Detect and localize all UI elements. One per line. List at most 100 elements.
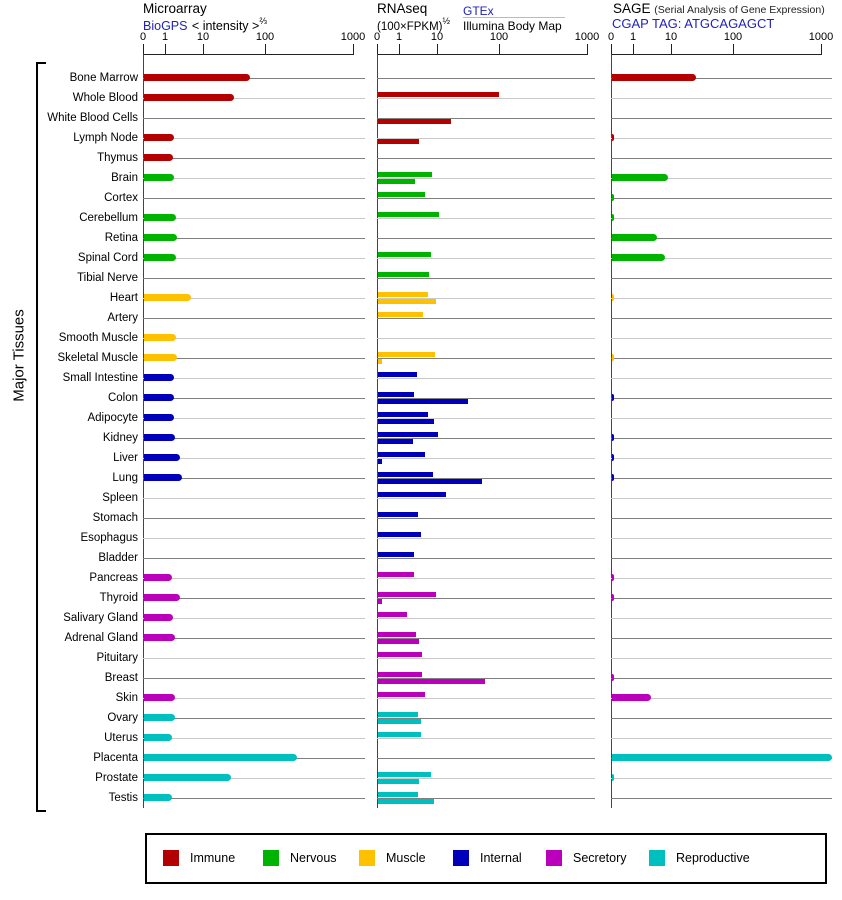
row-line xyxy=(611,438,832,439)
row-line xyxy=(143,378,365,379)
panel-left-border xyxy=(611,54,612,808)
microarray-bar xyxy=(144,474,183,481)
sage-bar xyxy=(612,574,615,581)
rnaseq-illumina-bar xyxy=(378,359,383,364)
sage-bar xyxy=(612,234,658,241)
row-line xyxy=(611,738,832,739)
rnaseq-gtex-bar xyxy=(378,312,423,317)
tissue-label: Cortex xyxy=(104,192,138,204)
microarray-bar xyxy=(144,774,231,781)
rnaseq-illumina-bar xyxy=(378,799,434,804)
row-line xyxy=(143,678,365,679)
rnaseq-illumina-bar xyxy=(378,299,436,304)
row-line xyxy=(377,578,595,579)
panel-left-border xyxy=(377,54,378,808)
rnaseq-gtex-bar xyxy=(378,92,499,97)
row-line xyxy=(377,318,595,319)
row-line xyxy=(377,178,595,179)
row-line xyxy=(377,238,595,239)
microarray-bar xyxy=(144,374,174,381)
rnaseq-illumina-bar xyxy=(378,419,434,424)
row-line xyxy=(143,438,365,439)
rnaseq-gtex-bar xyxy=(378,352,435,357)
cgap-tag-link[interactable]: CGAP TAG: ATGCAGAGCT xyxy=(612,16,775,31)
tissue-label: Heart xyxy=(109,292,138,304)
microarray-scale-label: < intensity > xyxy=(191,19,260,33)
axis-tick-mark xyxy=(633,44,634,54)
row-line xyxy=(143,338,365,339)
sage-bar xyxy=(612,394,615,401)
row-line xyxy=(377,498,595,499)
rnaseq-gtex-bar xyxy=(378,272,429,277)
rnaseq-illumina-bar xyxy=(378,479,483,484)
row-line xyxy=(611,558,832,559)
row-line xyxy=(143,358,365,359)
rnaseq-illumina-bar xyxy=(378,139,419,144)
rnaseq-gtex-bar xyxy=(378,452,425,457)
row-line xyxy=(377,798,595,799)
rnaseq-gtex-bar xyxy=(378,432,438,437)
tissue-label: Bladder xyxy=(98,552,138,564)
tissue-label: Ovary xyxy=(107,712,138,724)
row-line xyxy=(611,378,832,379)
rnaseq-gtex-bar xyxy=(378,692,426,697)
sage-bar xyxy=(612,474,615,481)
tissue-label: Lymph Node xyxy=(73,132,138,144)
tissue-label: Retina xyxy=(104,232,138,244)
row-line xyxy=(377,518,595,519)
tissue-label: Skeletal Muscle xyxy=(57,352,138,364)
row-line xyxy=(143,238,365,239)
legend-label-internal: Internal xyxy=(480,851,522,865)
tissue-label: Skin xyxy=(115,692,138,704)
row-line xyxy=(611,198,832,199)
biogps-link[interactable]: BioGPS xyxy=(143,19,188,33)
axis-tick-label: 0 xyxy=(139,31,147,43)
tissue-label: Stomach xyxy=(92,512,138,524)
row-line xyxy=(143,398,365,399)
microarray-bar xyxy=(144,694,176,701)
tissue-label: Brain xyxy=(111,172,138,184)
tissue-label: Kidney xyxy=(102,432,138,444)
tissue-label: Placenta xyxy=(93,752,138,764)
rnaseq-illumina-bar xyxy=(378,439,413,444)
row-line xyxy=(143,178,365,179)
row-line xyxy=(611,698,832,699)
row-line xyxy=(143,738,365,739)
axis-tick-label: 1000 xyxy=(808,31,834,43)
rnaseq-gtex-bar xyxy=(378,772,431,777)
rnaseq-gtex-bar xyxy=(378,472,434,477)
row-line xyxy=(377,218,595,219)
axis-line xyxy=(377,54,588,55)
rnaseq-illumina-bar xyxy=(378,679,485,684)
row-line xyxy=(611,638,832,639)
axis-tick-label: 10 xyxy=(196,31,210,43)
rnaseq-gtex-bar xyxy=(378,792,419,797)
microarray-bar xyxy=(144,754,297,761)
bracket-bottom-arm xyxy=(36,810,46,812)
rnaseq-gtex-bar xyxy=(378,172,433,177)
tissue-label: Smooth Muscle xyxy=(58,332,138,344)
row-line xyxy=(377,158,595,159)
rnaseq-illumina-bar xyxy=(378,719,422,724)
axis-tick-label: 10 xyxy=(430,31,444,43)
tissue-label: Esophagus xyxy=(80,532,138,544)
sage-bar xyxy=(612,194,615,201)
row-line xyxy=(377,458,595,459)
row-line xyxy=(143,498,365,499)
axis-tick-mark xyxy=(587,44,588,54)
tissue-label: Artery xyxy=(107,312,138,324)
axis-tick-mark xyxy=(499,44,500,54)
tissue-label: Breast xyxy=(104,672,138,684)
row-line xyxy=(377,98,595,99)
axis-line xyxy=(611,54,822,55)
row-line xyxy=(377,438,595,439)
row-line xyxy=(143,518,365,519)
sage-bar xyxy=(612,774,615,781)
row-line xyxy=(377,378,595,379)
axis-tick-label: 100 xyxy=(255,31,275,43)
tissue-label: Pancreas xyxy=(89,572,138,584)
row-line xyxy=(143,158,365,159)
tissue-label: Prostate xyxy=(95,772,138,784)
microarray-bar xyxy=(144,74,250,81)
gtex-link[interactable]: GTEx xyxy=(463,4,494,18)
